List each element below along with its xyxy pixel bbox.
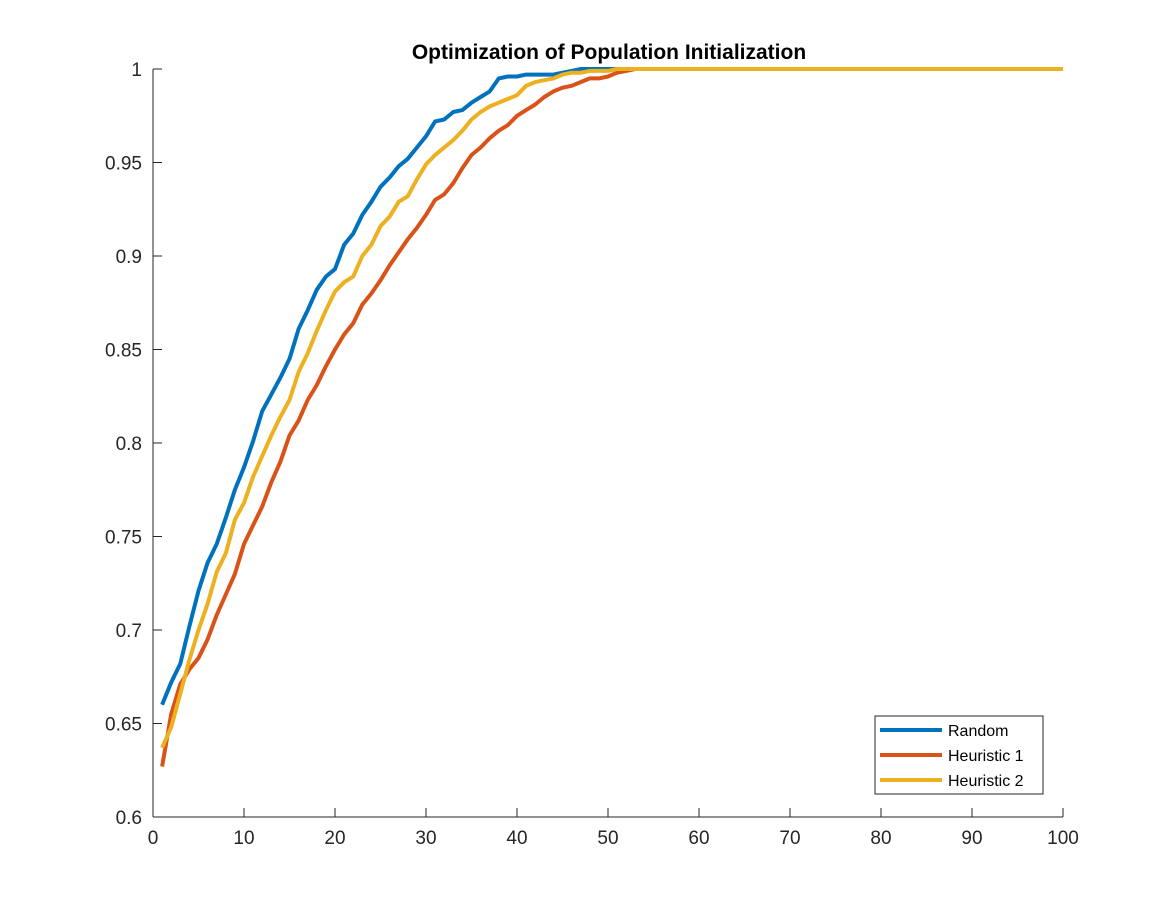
y-tick-label: 0.9: [116, 247, 142, 268]
legend-label-heuristic-1: Heuristic 1: [948, 748, 1024, 765]
y-tick-label: 0.85: [105, 341, 142, 362]
x-tick-label: 90: [961, 828, 982, 849]
y-tick-label: 0.7: [116, 621, 142, 642]
legend-label-random: Random: [948, 723, 1008, 740]
x-tick-label: 100: [1047, 828, 1079, 849]
legend-label-heuristic-2: Heuristic 2: [948, 773, 1024, 790]
x-tick-label: 80: [870, 828, 891, 849]
y-tick-label: 0.75: [105, 528, 142, 549]
plot-background: [153, 69, 1063, 817]
y-tick-label: 1: [131, 60, 142, 81]
series-line-heuristic-1: [160, 67, 1063, 767]
x-tick-label: 10: [233, 828, 254, 849]
x-tick-label: 70: [779, 828, 800, 849]
plot-area: [153, 69, 1063, 817]
x-tick-label: 30: [415, 828, 436, 849]
y-tick-label: 0.8: [116, 434, 142, 455]
y-tick-label: 0.6: [116, 808, 142, 829]
y-tick-label: 0.95: [105, 154, 142, 175]
series-line-heuristic-2: [160, 67, 1063, 749]
legend: Random Heuristic 1 Heuristic 2: [874, 715, 1044, 795]
x-axis: 0 10 20 30 40 50 60 70 80 90 100: [148, 808, 1079, 849]
x-tick-label: 40: [506, 828, 527, 849]
y-axis: 0.6 0.65 0.7 0.75 0.8 0.85 0.9 0.95 1: [105, 60, 162, 829]
series-layer: [160, 67, 1063, 767]
x-tick-label: 50: [597, 828, 618, 849]
x-tick-label: 0: [148, 828, 159, 849]
x-tick-label: 60: [688, 828, 709, 849]
chart-title: Optimization of Population Initializatio…: [412, 41, 806, 64]
y-tick-label: 0.65: [105, 715, 142, 736]
x-tick-label: 20: [324, 828, 345, 849]
series-line-random: [160, 67, 1063, 706]
